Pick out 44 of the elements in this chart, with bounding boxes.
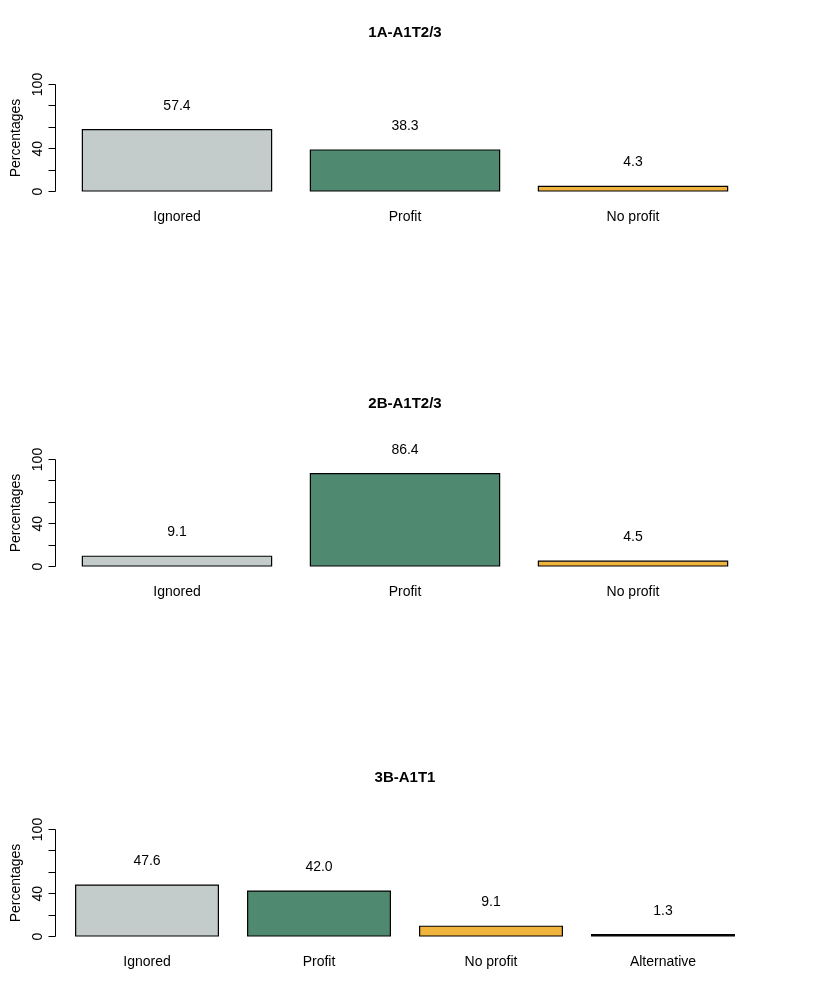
bar	[537, 185, 729, 192]
data-label: 57.4	[163, 96, 191, 113]
x-tick-label: Alternative	[629, 952, 697, 969]
x-tick-label: No profit	[464, 952, 518, 969]
data-label: 4.3	[623, 153, 643, 170]
data-label: 9.1	[481, 893, 501, 910]
data-label: 42.0	[305, 858, 333, 875]
y-tick-label: 100	[28, 72, 45, 97]
data-label: 1.3	[653, 901, 673, 918]
bar	[75, 884, 219, 937]
y-tick-label: 100	[28, 817, 45, 842]
y-tick-label: 40	[28, 140, 45, 157]
x-tick-label: Ignored	[153, 207, 201, 224]
x-tick-label: Profit	[302, 952, 336, 969]
y-axis-title: Percentages	[6, 843, 23, 923]
x-tick-label: No profit	[606, 207, 660, 224]
bar	[81, 555, 273, 567]
bar	[309, 149, 501, 192]
y-tick-label: 0	[28, 562, 45, 571]
bar	[81, 128, 273, 192]
bar	[247, 890, 391, 937]
y-tick-label: 40	[28, 885, 45, 902]
bar	[309, 472, 501, 567]
y-axis-title: Percentages	[6, 473, 23, 553]
data-label: 38.3	[391, 117, 419, 134]
bar	[419, 925, 563, 937]
y-tick-label: 0	[28, 187, 45, 196]
y-axis-title: Percentages	[6, 98, 23, 178]
chart-title: 3B-A1T1	[374, 768, 436, 786]
bar	[537, 560, 729, 567]
x-tick-label: Profit	[388, 207, 422, 224]
data-label: 47.6	[133, 852, 161, 869]
y-tick-label: 100	[28, 447, 45, 472]
data-label: 4.5	[623, 528, 643, 545]
y-tick-label: 0	[28, 932, 45, 941]
chart-title: 2B-A1T2/3	[368, 393, 442, 411]
data-label: 9.1	[167, 523, 187, 540]
x-tick-label: Ignored	[153, 582, 201, 599]
data-label: 86.4	[391, 440, 419, 457]
y-tick-label: 40	[28, 515, 45, 532]
x-tick-label: Ignored	[123, 952, 171, 969]
x-tick-label: Profit	[388, 582, 422, 599]
chart-title: 1A-A1T2/3	[368, 23, 442, 41]
x-tick-label: No profit	[606, 582, 660, 599]
